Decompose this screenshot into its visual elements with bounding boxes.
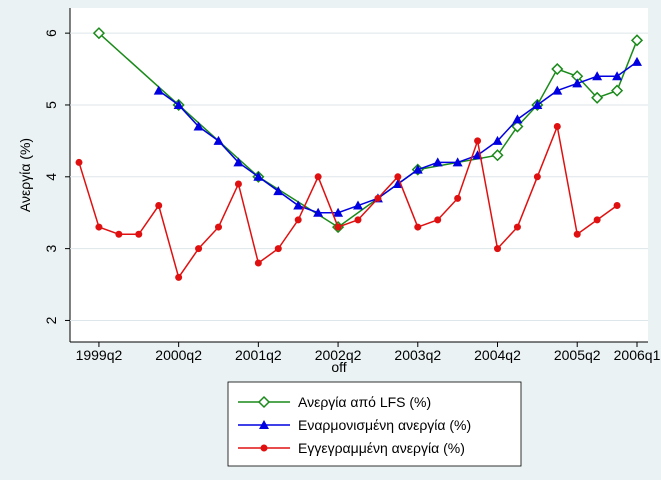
marker xyxy=(492,135,503,145)
marker xyxy=(254,259,262,267)
marker xyxy=(593,216,601,224)
marker xyxy=(213,135,224,145)
marker xyxy=(193,121,204,131)
marker xyxy=(412,164,423,174)
marker xyxy=(533,173,541,181)
marker xyxy=(513,223,521,231)
legend-label: Εναρμονισμένη ανεργία (%) xyxy=(298,417,471,433)
marker xyxy=(512,114,523,124)
x-tick-label: 2006q1 xyxy=(614,347,661,363)
marker xyxy=(215,223,222,231)
marker xyxy=(153,85,164,95)
y-tick-label: 4 xyxy=(43,173,59,181)
marker xyxy=(573,230,581,238)
x-tick-label: 2002q2 xyxy=(315,347,362,363)
marker xyxy=(374,194,382,202)
marker xyxy=(273,186,284,196)
legend-label: Εγγεγραμμένη ανεργία (%) xyxy=(298,440,465,456)
marker xyxy=(155,202,163,210)
marker xyxy=(294,216,302,224)
marker xyxy=(612,71,623,81)
x-tick-label: 2000q2 xyxy=(155,347,202,363)
marker xyxy=(474,137,482,145)
marker xyxy=(630,34,644,47)
marker xyxy=(175,273,183,281)
marker xyxy=(253,171,264,181)
marker xyxy=(434,216,442,224)
marker xyxy=(333,207,344,217)
marker xyxy=(353,200,363,210)
y-tick-label: 5 xyxy=(43,101,59,109)
marker xyxy=(613,202,621,210)
marker xyxy=(491,149,504,162)
x-tick-label: 2005q2 xyxy=(554,347,601,363)
marker xyxy=(293,200,304,210)
marker xyxy=(392,178,403,188)
marker xyxy=(553,123,561,131)
marker xyxy=(354,216,362,224)
x-tick-label: 1999q2 xyxy=(76,347,123,363)
legend xyxy=(227,381,522,467)
y-tick-label: 6 xyxy=(43,29,59,37)
marker xyxy=(173,99,184,109)
y-tick-label: 2 xyxy=(43,316,59,324)
series-line xyxy=(78,123,618,280)
marker xyxy=(233,157,244,167)
marker xyxy=(494,245,501,253)
marker xyxy=(394,173,402,181)
marker xyxy=(572,78,583,88)
marker xyxy=(611,84,624,97)
x-axis-label: off xyxy=(331,359,346,375)
marker xyxy=(432,157,443,167)
legend-marker xyxy=(259,420,269,429)
y-tick-label: 3 xyxy=(43,245,59,253)
marker xyxy=(274,245,282,253)
marker xyxy=(75,158,83,166)
x-tick-label: 2003q2 xyxy=(394,347,441,363)
marker xyxy=(115,230,123,238)
marker xyxy=(195,245,203,253)
marker xyxy=(454,194,462,202)
marker xyxy=(532,99,543,109)
marker xyxy=(313,207,324,217)
legend-marker xyxy=(260,444,268,452)
marker xyxy=(95,223,103,231)
marker xyxy=(135,230,143,238)
marker xyxy=(632,56,642,66)
marker xyxy=(234,180,242,188)
marker xyxy=(511,120,524,133)
marker xyxy=(334,223,342,231)
marker xyxy=(552,85,563,95)
plot-area xyxy=(70,8,648,342)
y-axis-label: Ανεργία (%) xyxy=(17,138,33,212)
marker xyxy=(592,71,603,81)
marker xyxy=(591,91,604,104)
x-tick-label: 2004q2 xyxy=(474,347,521,363)
marker xyxy=(414,223,422,231)
marker xyxy=(314,173,322,181)
legend-marker xyxy=(257,395,271,409)
marker xyxy=(92,27,105,40)
marker xyxy=(551,62,564,76)
marker xyxy=(452,157,463,167)
legend-label: Ανεργία από LFS (%) xyxy=(298,394,431,410)
x-tick-label: 2001q2 xyxy=(235,347,282,363)
